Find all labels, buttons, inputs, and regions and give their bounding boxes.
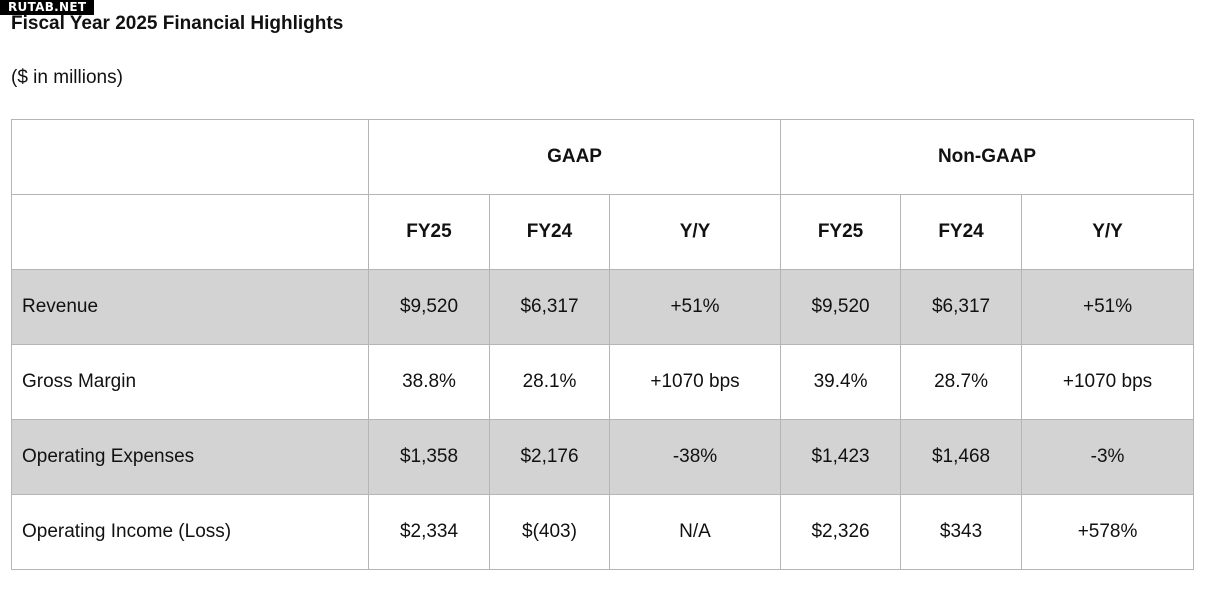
table-cell: $1,358 — [368, 419, 490, 495]
table-cell: +51% — [608, 269, 782, 345]
table-cell: 38.8% — [368, 344, 490, 420]
table-cell: $(403) — [489, 494, 610, 570]
column-header: FY25 — [780, 194, 902, 270]
group-header-row: GAAP Non-GAAP — [11, 119, 1195, 195]
column-header: Y/Y — [1021, 194, 1195, 270]
table-row: Operating Income (Loss) $2,334 $(403) N/… — [11, 494, 1195, 570]
table-cell: +1070 bps — [608, 344, 782, 420]
column-header: FY25 — [368, 194, 490, 270]
table-cell: $343 — [900, 494, 1023, 570]
table-cell: $2,326 — [780, 494, 902, 570]
table-cell: -3% — [1021, 419, 1195, 495]
row-label: Revenue — [11, 269, 369, 345]
column-header-row: FY25 FY24 Y/Y FY25 FY24 Y/Y — [11, 194, 1195, 270]
table-cell: $2,176 — [489, 419, 610, 495]
table-cell: -38% — [608, 419, 782, 495]
table-cell: $6,317 — [489, 269, 610, 345]
row-label: Operating Income (Loss) — [11, 494, 369, 570]
empty-corner-cell — [11, 119, 369, 195]
table-row: Operating Expenses $1,358 $2,176 -38% $1… — [11, 419, 1195, 495]
table-cell: +1070 bps — [1021, 344, 1195, 420]
watermark-label: RUTAB.NET — [0, 0, 95, 15]
group-header-gaap: GAAP — [367, 119, 782, 195]
table-cell: 28.7% — [900, 344, 1023, 420]
row-label: Operating Expenses — [11, 419, 369, 495]
column-header: FY24 — [900, 194, 1023, 270]
page-title: Fiscal Year 2025 Financial Highlights — [11, 13, 344, 34]
table-cell: $6,317 — [900, 269, 1023, 345]
column-header: FY24 — [489, 194, 610, 270]
group-header-non-gaap: Non-GAAP — [780, 119, 1195, 195]
financial-highlights-table: GAAP Non-GAAP FY25 FY24 Y/Y FY25 FY24 Y/… — [11, 119, 1195, 570]
empty-label-header-cell — [11, 194, 369, 270]
table-cell: $2,334 — [368, 494, 490, 570]
table-cell: +51% — [1021, 269, 1195, 345]
table-cell: $1,468 — [900, 419, 1023, 495]
table-cell: $9,520 — [368, 269, 490, 345]
table-cell: 39.4% — [780, 344, 902, 420]
table-cell: 28.1% — [489, 344, 610, 420]
table-cell: $1,423 — [780, 419, 902, 495]
column-header: Y/Y — [608, 194, 782, 270]
table-cell: +578% — [1021, 494, 1195, 570]
table-cell: N/A — [608, 494, 782, 570]
table-row: Gross Margin 38.8% 28.1% +1070 bps 39.4%… — [11, 344, 1195, 420]
table-row: Revenue $9,520 $6,317 +51% $9,520 $6,317… — [11, 269, 1195, 345]
row-label: Gross Margin — [11, 344, 369, 420]
units-note: ($ in millions) — [11, 67, 123, 88]
table-cell: $9,520 — [780, 269, 902, 345]
